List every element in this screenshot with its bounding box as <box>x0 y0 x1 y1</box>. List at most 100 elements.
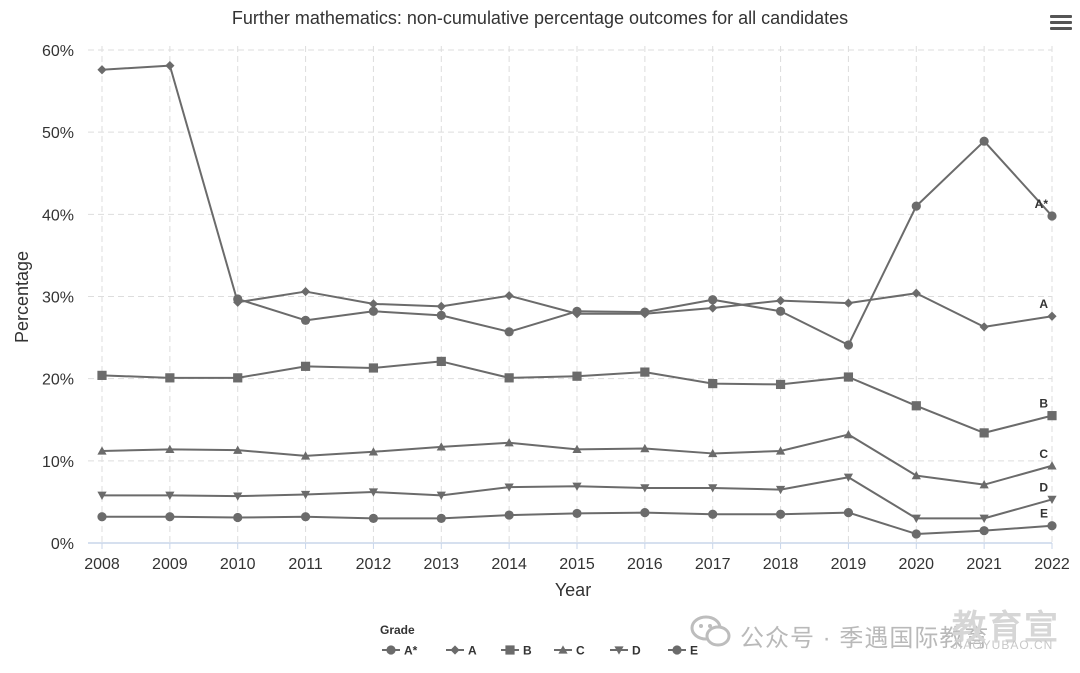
series-a-point <box>233 297 243 307</box>
x-tick-label: 2016 <box>627 556 663 573</box>
series-e-point <box>843 507 854 518</box>
series-d-point <box>436 491 446 500</box>
series-b-point <box>436 356 446 367</box>
series-b-point <box>165 373 175 383</box>
watermark: 公众号 · 季遇国际教育 教育宣 JIAOYUBAO.CN <box>690 609 1080 670</box>
series-d-point <box>640 484 650 493</box>
series-c-point <box>708 448 718 458</box>
wechat-icon <box>690 615 731 647</box>
legend-item-b[interactable]: B <box>501 644 532 658</box>
series-e-point <box>504 510 514 520</box>
series-end-label: B <box>1039 397 1048 411</box>
series-d-point <box>1047 495 1057 505</box>
series-e-point <box>97 512 107 522</box>
series-d-point <box>979 514 989 523</box>
series-c-point <box>1047 461 1057 470</box>
legend-label: B <box>523 644 532 658</box>
legend-item-e[interactable]: E <box>668 644 698 658</box>
x-tick-label: 2020 <box>898 556 934 573</box>
series-a-star-point <box>368 306 379 316</box>
y-tick-label: 50% <box>42 125 74 142</box>
series-end-label: D <box>1039 480 1048 494</box>
series-a-star-point <box>911 201 921 211</box>
series-d-point <box>97 491 107 500</box>
legend-item-c[interactable]: C <box>554 644 585 658</box>
legend-label: C <box>576 644 585 658</box>
series-d-point <box>843 473 854 482</box>
series-b-point <box>300 361 311 371</box>
chart-menu-button[interactable] <box>1050 12 1072 32</box>
watermark-url: JIAOYUBAO.CN <box>952 638 1054 652</box>
x-tick-label: 2008 <box>84 556 120 573</box>
y-tick-label: 60% <box>42 43 74 60</box>
legend-item-d[interactable]: D <box>610 644 641 658</box>
series-b-point <box>1047 411 1057 421</box>
series-e-point <box>640 507 650 518</box>
legend-swatch-marker <box>558 645 568 654</box>
x-tick-label: 2022 <box>1034 556 1070 573</box>
end-labels: A* A B C DE <box>1035 197 1049 521</box>
series-a-point <box>843 298 854 308</box>
series-c-point <box>300 451 311 460</box>
series-c-point <box>504 438 514 447</box>
series-end-label: E <box>1040 507 1048 521</box>
legend-item-a[interactable]: A <box>446 644 477 658</box>
series-c <box>97 429 1057 489</box>
x-tick-label: 2021 <box>966 556 1002 573</box>
series-b <box>97 356 1057 438</box>
x-tick-label: 2011 <box>288 556 323 573</box>
series-d-point <box>165 491 175 500</box>
x-tick-label: 2018 <box>763 556 799 573</box>
series-d-point <box>233 492 243 501</box>
legend-item-a-star[interactable]: A* <box>382 644 418 658</box>
series-d-point <box>572 482 582 491</box>
series-a-star-point <box>1047 211 1057 221</box>
y-tick-label: 30% <box>42 290 74 307</box>
legend-title: Grade <box>380 623 415 637</box>
y-tick-label: 40% <box>42 207 74 224</box>
grid <box>88 46 1053 543</box>
x-tick-label: 2017 <box>695 556 731 573</box>
legend-label: E <box>690 644 698 658</box>
legend-swatch-marker <box>505 645 515 655</box>
series-b-point <box>708 378 718 389</box>
series-a-star-point <box>504 327 514 337</box>
series-e-point <box>368 513 379 523</box>
series-e-point <box>300 512 311 522</box>
series-b-point <box>775 379 786 390</box>
x-tick-label: 2013 <box>423 556 459 573</box>
y-axis-label: Percentage <box>12 251 32 343</box>
series-d <box>97 473 1057 523</box>
series-d-point <box>911 514 921 523</box>
series-e <box>97 507 1057 539</box>
series-a <box>97 61 1057 332</box>
series-a-point <box>1047 311 1057 321</box>
series-b-point <box>640 367 650 377</box>
series-d-point <box>368 488 379 497</box>
series-a-point <box>504 291 514 301</box>
axes: 0% 10% 20% 30% 40% 50% 60% 2008 2009 2010 2011 2012… <box>42 43 1070 573</box>
legend-label: A <box>468 644 477 658</box>
series-d-point <box>775 485 786 495</box>
series-a-point <box>436 301 446 311</box>
series-c-point <box>775 446 786 455</box>
series-a-star-point <box>843 340 854 350</box>
x-tick-label: 2010 <box>220 556 256 573</box>
series-a-point <box>708 303 718 313</box>
series-a-point <box>979 322 989 332</box>
legend-label: D <box>632 644 641 658</box>
series-b-point <box>233 373 243 383</box>
x-tick-label: 2015 <box>559 556 595 573</box>
series-a-point <box>368 299 379 309</box>
series-a-point <box>640 309 650 319</box>
series-d-point <box>708 484 718 493</box>
legend-swatch-marker <box>614 646 624 655</box>
series-c-point <box>165 444 175 454</box>
hamburger-icon <box>1050 15 1072 18</box>
legend[interactable]: Grade A* A B C D E <box>380 623 698 658</box>
y-tick-label: 20% <box>42 372 74 389</box>
x-tick-label: 2012 <box>356 556 392 573</box>
series-a-point <box>572 309 582 319</box>
series-c-point <box>572 444 582 454</box>
